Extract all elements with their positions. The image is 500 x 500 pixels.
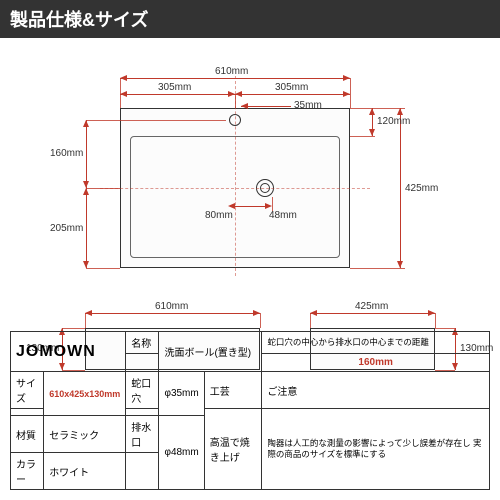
header: 製品仕様&サイズ [0,0,500,38]
note-value: 陶器は人工的な測量の影響によって少し誤差が存在し 実際の商品のサイズを標準にする [262,409,490,490]
brand-cell: JOMOWN [11,332,126,372]
color-label: カラー [11,453,44,490]
dim-160: 160mm [50,148,83,159]
name-label: 名称 [126,332,159,354]
dim-total-h: 425mm [405,183,438,194]
dim-48: 48mm [269,210,297,221]
drain-value: φ48mm [159,416,204,490]
note-label: ご注意 [262,372,490,409]
header-title: 製品仕様&サイズ [10,10,148,30]
dim-total-w: 610mm [215,66,248,77]
dim-half-r: 305mm [275,82,308,93]
size-label: サイズ [11,372,44,409]
craft-value: 高温で焼き上げ [204,409,262,490]
color-value: ホワイト [44,453,126,490]
craft-label: 工芸 [204,372,262,409]
dist-label: 蛇口穴の中心から排水口の中心までの距離 [262,332,490,354]
centerline-h [100,188,370,189]
tap-value: φ35mm [159,372,204,416]
size-value: 610x425x130mm [44,372,126,416]
dim-80: 80mm [205,210,233,221]
dist-value: 160mm [262,354,490,372]
dim-120: 120mm [377,116,410,127]
drain-label: 排水口 [126,416,159,453]
tap-label: 蛇口穴 [126,372,159,409]
dim-205: 205mm [50,223,83,234]
name-value: 洗面ボール(置き型) [159,332,262,372]
dim-tap: 35mm [294,100,322,111]
mat-value: セラミック [44,416,126,453]
dim-front-w: 610mm [155,301,188,312]
spec-table: JOMOWN 名称 洗面ボール(置き型) 蛇口穴の中心から排水口の中心までの距離… [10,331,490,490]
mat-label: 材質 [11,416,44,453]
dim-half-l: 305mm [158,82,191,93]
dim-side-w: 425mm [355,301,388,312]
